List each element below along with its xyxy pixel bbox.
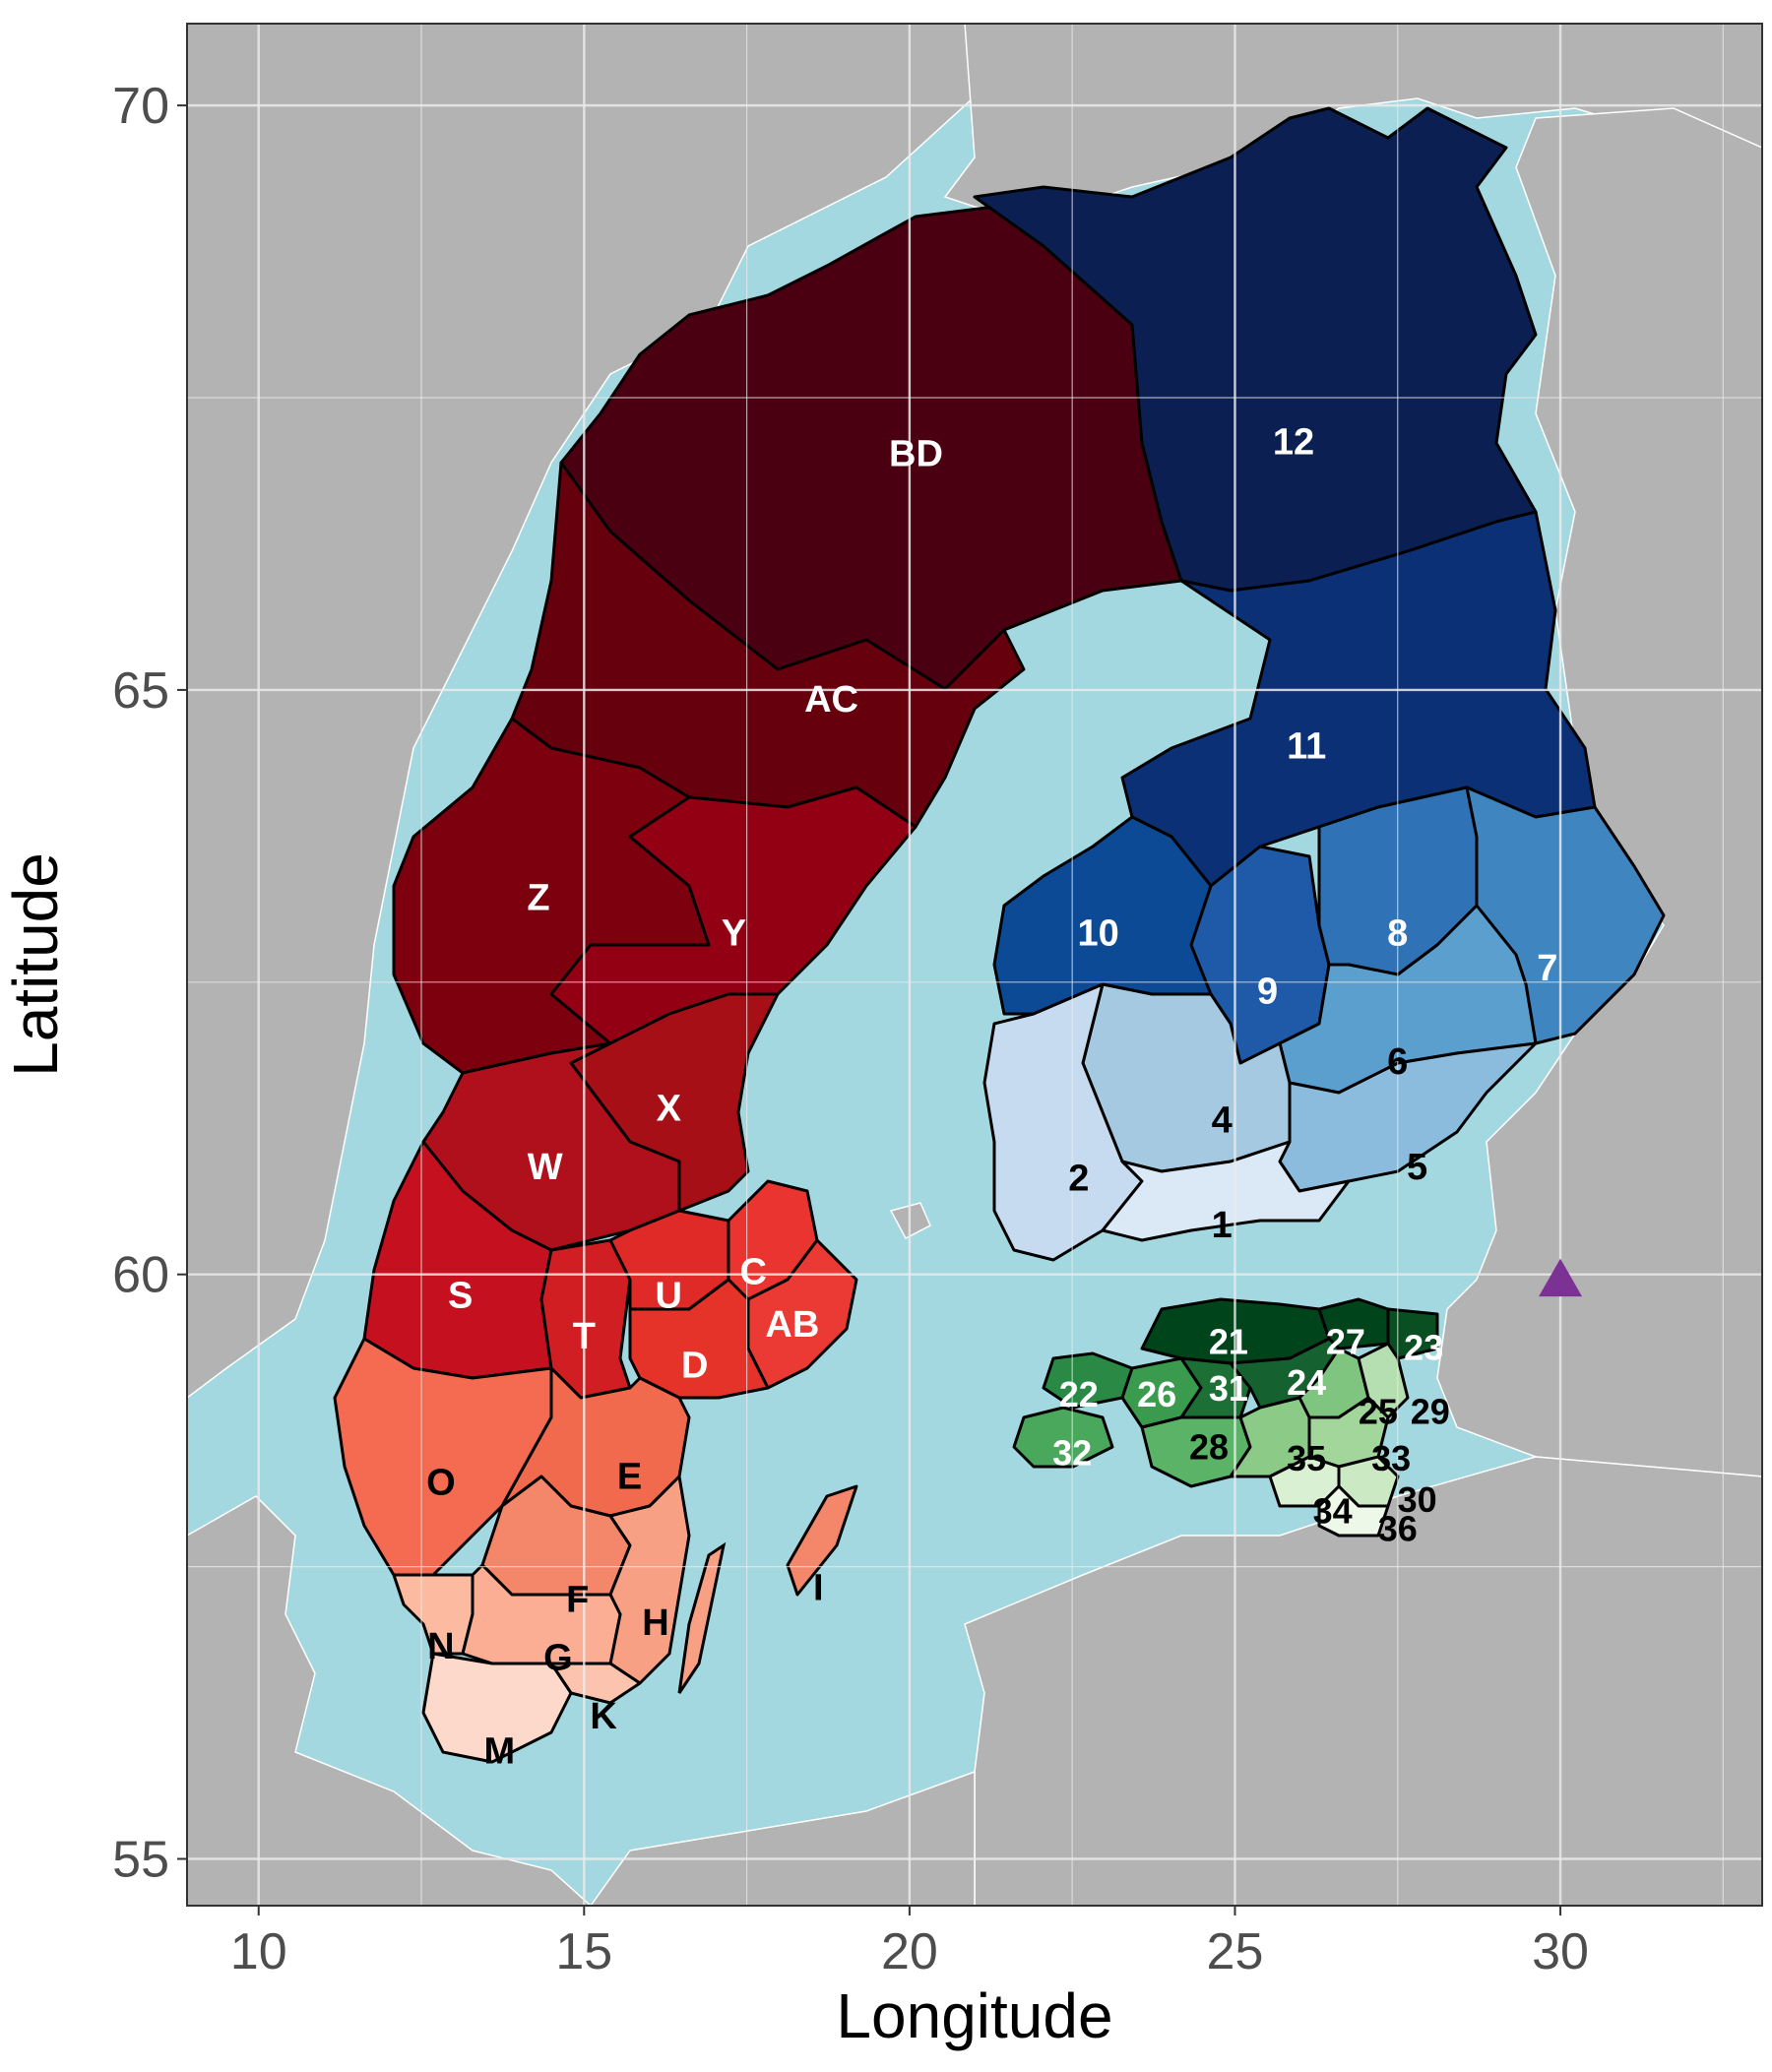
region-label-U: U: [656, 1275, 682, 1316]
region-M[interactable]: [421, 1652, 573, 1764]
region-label-27: 27: [1326, 1321, 1365, 1361]
baltic-mainland: [964, 1456, 1762, 1906]
region-label-2: 2: [1068, 1159, 1089, 1200]
y-tick-label: 60: [112, 1247, 169, 1304]
y-tick-label: 70: [112, 78, 169, 135]
region-H-oland[interactable]: [677, 1541, 727, 1694]
y-axis: 70 65 60 55: [112, 78, 187, 1888]
x-tick-label: 30: [1532, 1923, 1589, 1980]
region-label-7: 7: [1537, 948, 1557, 989]
surrounding-land: [187, 24, 1762, 1906]
estonia-counties: [1012, 1297, 1439, 1538]
region-label-M: M: [484, 1731, 516, 1773]
region-label-28: 28: [1189, 1426, 1229, 1467]
region-G[interactable]: [461, 1563, 622, 1665]
region-label-E: E: [617, 1457, 642, 1498]
x-axis-title: Longitude: [836, 1980, 1112, 2051]
region-label-23: 23: [1404, 1327, 1443, 1367]
region-I[interactable]: [786, 1484, 858, 1597]
region-D[interactable]: [628, 1278, 770, 1400]
region-label-8: 8: [1387, 912, 1408, 954]
region-label-34: 34: [1313, 1491, 1353, 1532]
region-label-AC: AC: [804, 679, 858, 721]
region-label-32: 32: [1052, 1432, 1092, 1473]
y-tick-label: 55: [112, 1831, 169, 1888]
region-label-F: F: [566, 1579, 589, 1620]
x-tick-label: 10: [230, 1923, 287, 1980]
x-axis: 10 15 20 25 30: [230, 1906, 1589, 1980]
region-label-O: O: [426, 1463, 456, 1504]
region-label-24: 24: [1287, 1362, 1326, 1403]
region-label-22: 22: [1059, 1374, 1099, 1414]
x-tick-label: 25: [1207, 1923, 1264, 1980]
location-marker-triangle[interactable]: [1539, 1258, 1583, 1297]
region-label-1: 1: [1212, 1205, 1233, 1246]
graticule: [187, 24, 1762, 1906]
x-tick-label: 15: [555, 1923, 612, 1980]
region-label-35: 35: [1287, 1438, 1326, 1478]
region-label-4: 4: [1212, 1099, 1233, 1141]
region-36[interactable]: [1317, 1484, 1390, 1538]
region-label-10: 10: [1077, 912, 1118, 954]
region-label-29: 29: [1411, 1392, 1450, 1432]
region-label-H: H: [642, 1602, 668, 1644]
region-label-W: W: [528, 1147, 563, 1188]
region-label-30: 30: [1398, 1479, 1437, 1520]
region-label-5: 5: [1407, 1147, 1427, 1188]
region-H[interactable]: [608, 1475, 691, 1685]
region-label-12: 12: [1273, 422, 1314, 464]
region-label-G: G: [543, 1638, 573, 1679]
region-label-N: N: [427, 1626, 454, 1667]
panel-border: [186, 23, 1763, 1907]
region-label-C: C: [739, 1252, 766, 1293]
finland-regions: [973, 106, 1666, 1262]
denmark-germany-land: [187, 1495, 593, 1906]
region-label-Y: Y: [722, 912, 746, 954]
region-label-I: I: [813, 1567, 824, 1608]
region-label-S: S: [448, 1275, 473, 1316]
region-label-11: 11: [1287, 725, 1326, 767]
region-label-D: D: [681, 1346, 708, 1387]
region-label-X: X: [657, 1088, 682, 1129]
y-axis-title: Latitude: [0, 852, 71, 1077]
region-23[interactable]: [1386, 1307, 1439, 1360]
region-32[interactable]: [1012, 1406, 1114, 1469]
sweden-counties: [333, 205, 1183, 1764]
region-label-AB: AB: [765, 1304, 819, 1346]
y-tick-label: 65: [112, 662, 169, 720]
region-label-Z: Z: [527, 878, 549, 919]
region-label-T: T: [573, 1316, 596, 1357]
region-label-6: 6: [1387, 1041, 1408, 1083]
region-label-K: K: [590, 1696, 617, 1737]
region-label-33: 33: [1371, 1438, 1411, 1478]
region-label-36: 36: [1378, 1508, 1418, 1548]
poland-land: [590, 1770, 976, 1906]
region-1[interactable]: [1101, 1140, 1351, 1242]
x-tick-label: 20: [881, 1923, 938, 1980]
region-label-31: 31: [1209, 1368, 1248, 1409]
region-12[interactable]: [973, 106, 1538, 593]
norway-land: [187, 24, 995, 1399]
region-label-21: 21: [1209, 1321, 1248, 1361]
region-label-9: 9: [1257, 972, 1278, 1013]
region-label-BD: BD: [889, 433, 943, 474]
region-label-25: 25: [1359, 1392, 1398, 1432]
region-O[interactable]: [333, 1337, 553, 1577]
region-label-26: 26: [1137, 1374, 1176, 1414]
